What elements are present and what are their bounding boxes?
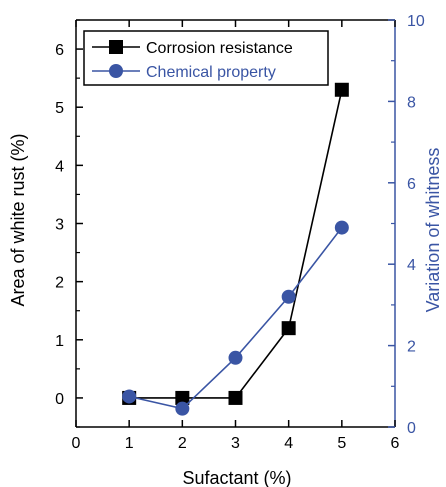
legend-marker-chemical	[109, 64, 123, 78]
y2-tick-label: 2	[407, 339, 416, 356]
legend-label-chemical: Chemical property	[146, 64, 276, 81]
data-point-chemical-property	[281, 289, 296, 304]
x-tick-label: 5	[337, 435, 346, 452]
x-tick-label: 1	[125, 435, 134, 452]
data-point-chemical-property	[334, 220, 349, 235]
data-point-corrosion-resistance	[281, 321, 296, 336]
data-point-chemical-property	[228, 350, 243, 365]
legend-label-corrosion: Corrosion resistance	[146, 40, 293, 57]
x-tick-label: 0	[72, 435, 81, 452]
data-point-chemical-property	[175, 401, 190, 416]
data-point-corrosion-resistance	[228, 390, 243, 405]
x-tick-label: 3	[231, 435, 240, 452]
legend-marker-corrosion	[109, 40, 123, 54]
y2-tick-label: 6	[407, 176, 416, 193]
y-axis-label: Area of white rust (%)	[8, 133, 28, 306]
data-point-corrosion-resistance	[334, 82, 349, 97]
series-line-chemical-property	[128, 227, 343, 410]
y2-tick-label: 8	[407, 94, 416, 111]
y-tick-label: 3	[55, 217, 64, 234]
y2-tick-label: 0	[407, 420, 416, 437]
y-tick-label: 2	[55, 275, 64, 292]
legend: Corrosion resistance Chemical property	[83, 30, 329, 86]
y-tick-label: 0	[55, 391, 64, 408]
data-point-corrosion-resistance	[175, 390, 190, 405]
y2-axis-label: Variation of whitness	[423, 148, 443, 313]
y-tick-label: 5	[55, 100, 64, 117]
data-point-chemical-property	[122, 389, 137, 404]
y-tick-label: 1	[55, 333, 64, 350]
x-tick-label: 6	[391, 435, 400, 452]
x-tick-label: 4	[284, 435, 293, 452]
series-layer	[122, 82, 349, 416]
legend-box	[83, 30, 329, 86]
y2-tick-label: 4	[407, 257, 416, 274]
y-tick-label: 4	[55, 158, 64, 175]
y-tick-label: 6	[55, 42, 64, 59]
x-tick-label: 2	[178, 435, 187, 452]
y2-tick-label: 10	[407, 13, 425, 30]
x-axis-label: Sufactant (%)	[182, 468, 291, 487]
